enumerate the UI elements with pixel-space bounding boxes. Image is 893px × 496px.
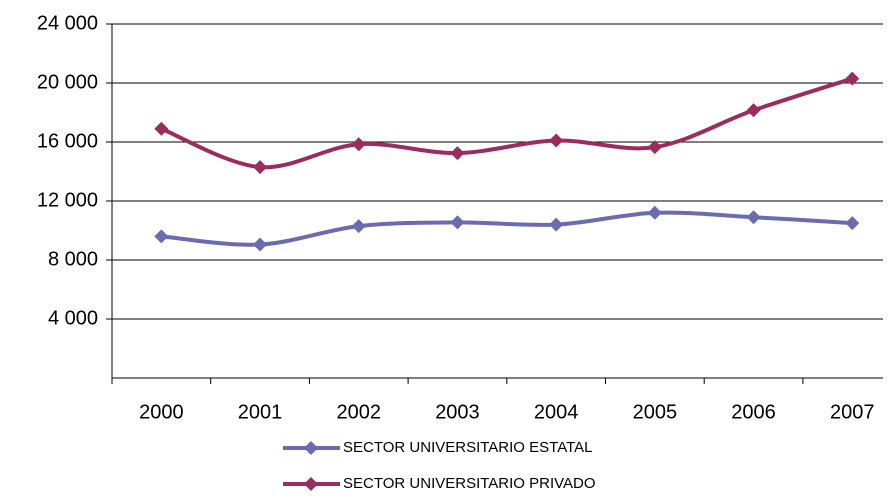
- y-tick-label: 4 000: [48, 307, 98, 329]
- point: [450, 215, 465, 230]
- y-tick-label: 20 000: [37, 71, 98, 93]
- series-line: [160, 76, 853, 170]
- legend-label: SECTOR UNIVERSITARIO PRIVADO: [343, 475, 596, 492]
- point: [647, 205, 662, 220]
- legend-marker: [304, 477, 318, 491]
- legend-label: SECTOR UNIVERSITARIO ESTATAL: [343, 439, 593, 456]
- legend-marker: [304, 441, 318, 455]
- x-tick-label: 2001: [238, 401, 283, 423]
- point: [154, 229, 169, 244]
- x-tick-label: 2005: [633, 401, 678, 423]
- y-tick-label: 16 000: [37, 130, 98, 152]
- point: [253, 160, 268, 175]
- point: [647, 140, 662, 155]
- point: [450, 146, 465, 161]
- point: [549, 133, 564, 148]
- point: [351, 219, 366, 234]
- point: [351, 137, 366, 152]
- series-line: [161, 210, 853, 247]
- x-tick-label: 2002: [337, 401, 382, 423]
- point: [845, 216, 860, 231]
- y-tick-label: 8 000: [48, 248, 98, 270]
- y-tick-label: 12 000: [37, 189, 98, 211]
- x-tick-label: 2003: [435, 401, 480, 423]
- y-tick-label: 24 000: [37, 12, 98, 34]
- point: [253, 237, 268, 252]
- point: [746, 103, 761, 118]
- x-tick-label: 2006: [731, 401, 776, 423]
- point: [154, 121, 169, 136]
- x-tick-label: 2000: [139, 401, 184, 423]
- x-tick-label: 2004: [534, 401, 579, 423]
- point: [845, 71, 860, 86]
- point: [549, 217, 564, 232]
- x-tick-label: 2007: [830, 401, 875, 423]
- point: [746, 210, 761, 225]
